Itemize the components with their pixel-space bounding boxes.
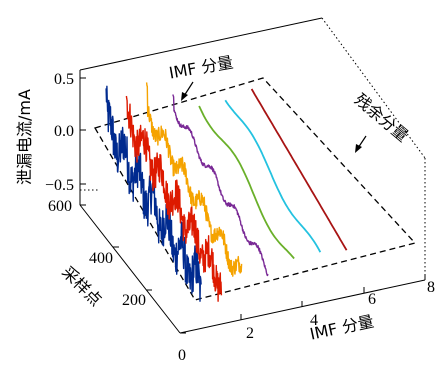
y-axis-title: 泄漏电流/mA xyxy=(15,89,34,185)
depth-axis-title: 采样点 xyxy=(58,262,105,309)
series-line-3 xyxy=(145,82,243,277)
depth-tick-label-0: 0 xyxy=(178,347,186,364)
y-tick-label-1: 0.0 xyxy=(54,123,74,140)
series-line-4 xyxy=(172,94,269,277)
series-line-5 xyxy=(198,105,295,260)
depth-tick-label-400: 400 xyxy=(89,250,113,267)
imf-annotation: IMF 分量 xyxy=(167,53,234,83)
depth-axis-line xyxy=(79,204,181,334)
residual-arrow xyxy=(355,135,367,153)
box-dotted-edges xyxy=(80,17,426,280)
x-ticks xyxy=(240,274,426,320)
x-tick-label-4: 4 xyxy=(310,312,318,329)
x-tick-label-6: 6 xyxy=(368,291,376,308)
x-axis-title: IMF 分量 xyxy=(308,312,375,344)
series-line-2 xyxy=(125,95,223,302)
series-line-1 xyxy=(105,85,202,302)
depth-ticks xyxy=(80,204,186,334)
imf-arrow xyxy=(181,81,194,101)
depth-tick-label-200: 200 xyxy=(122,292,146,309)
series-line-6 xyxy=(224,99,322,253)
depth-tick-label-600: 600 xyxy=(48,198,72,215)
x-tick-label-8: 8 xyxy=(427,279,435,296)
series-line-7 xyxy=(250,88,348,251)
x-tick-label-2: 2 xyxy=(246,325,254,342)
y-ticks xyxy=(80,77,86,185)
y-tick-label-0: 0.5 xyxy=(54,71,74,88)
series-layer xyxy=(105,82,348,302)
y-tick-label-2: −0.5 xyxy=(45,177,74,194)
top-back-edge xyxy=(79,17,323,71)
residual-annotation: 残余分量 xyxy=(351,90,412,146)
